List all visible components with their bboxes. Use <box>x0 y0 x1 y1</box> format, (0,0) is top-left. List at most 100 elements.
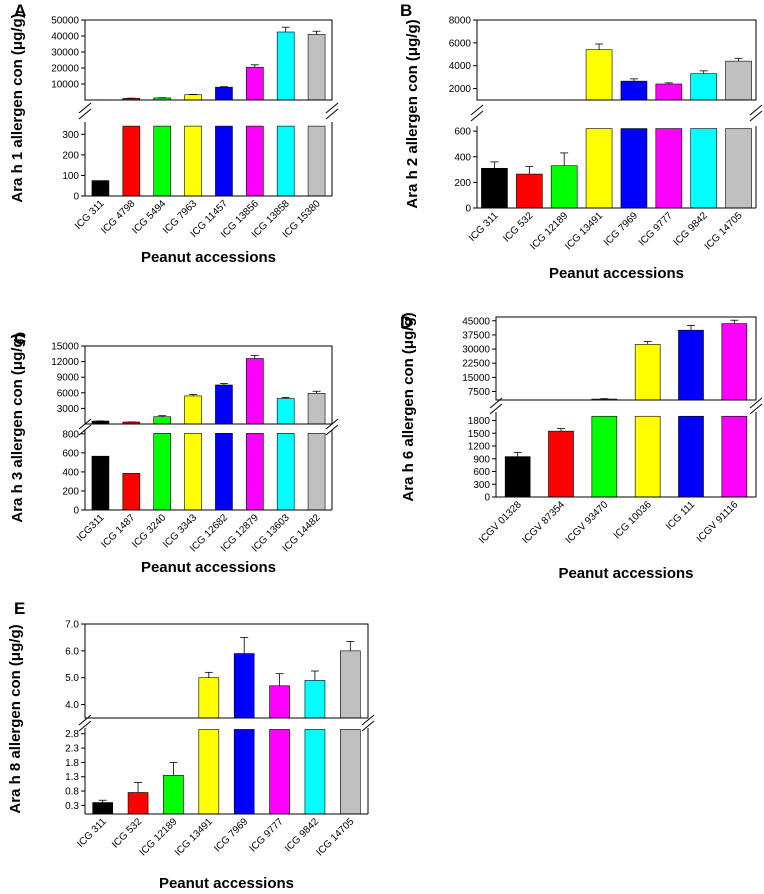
axis-break-mark <box>361 714 375 726</box>
y-tick-label: 300 <box>473 480 490 491</box>
x-tick-label: ICG 13491 <box>563 210 605 252</box>
y-tick-label: 2.3 <box>65 744 79 755</box>
bar-lower <box>634 415 661 498</box>
axis-break-mark <box>325 108 339 120</box>
bar-lower <box>678 415 704 498</box>
y-tick-label: 300 <box>62 130 79 141</box>
bar-upper <box>678 329 704 401</box>
y-tick-label: 1200 <box>468 442 491 453</box>
y-tick-label: 6000 <box>449 38 472 49</box>
y-tick-label: 200 <box>62 486 79 497</box>
x-tick-label: ICG 10036 <box>612 499 654 541</box>
bar-upper <box>304 680 326 719</box>
upper-axis-frame <box>84 345 333 425</box>
y-tick-label: 0.3 <box>65 801 79 812</box>
y-tick-label: 12000 <box>51 357 79 368</box>
bar-upper <box>634 344 661 401</box>
y-tick-label: 22500 <box>462 359 490 370</box>
x-tick-label: ICGV 01328 <box>477 499 524 546</box>
x-tick-label: ICG 111 <box>664 499 697 532</box>
y-tick-label: 7.0 <box>65 620 79 631</box>
y-tick-label: 9000 <box>57 373 80 384</box>
y-tick-label: 37500 <box>462 330 490 341</box>
y-axis-title: Ara h 3 allergen con (μg/g) <box>9 333 26 522</box>
axis-break-gap <box>73 426 344 428</box>
y-tick-label: 30000 <box>462 345 490 356</box>
y-tick-label: 600 <box>62 448 79 459</box>
axis-break-mark <box>325 418 339 430</box>
y-tick-label: 1.8 <box>65 758 79 769</box>
bar-upper <box>620 80 648 101</box>
axis-break-mark <box>78 714 92 726</box>
bar-lower <box>269 729 290 815</box>
y-tick-label: 200 <box>62 150 79 161</box>
bar-lower <box>122 473 141 511</box>
y-tick-label: 0.8 <box>65 787 79 798</box>
bar-lower <box>91 180 110 197</box>
bar-lower <box>548 430 574 498</box>
y-tick-label: 600 <box>473 467 490 478</box>
y-tick-label: 400 <box>454 152 471 163</box>
axis-break-mark <box>489 403 503 415</box>
axis-break-mark <box>749 110 763 122</box>
x-tick-label: ICG 9777 <box>637 210 675 248</box>
bar-lower <box>92 802 113 815</box>
y-axis-title: Ara h 8 allergen con (μg/g) <box>7 624 24 813</box>
bar-upper <box>340 650 361 719</box>
bar-lower <box>340 729 361 815</box>
y-tick-label: 1800 <box>468 416 491 427</box>
y-tick-label: 15000 <box>51 342 79 353</box>
upper-axis-frame <box>84 19 333 101</box>
axis-break-mark <box>78 108 92 120</box>
bar-lower <box>91 455 110 511</box>
bar-lower <box>620 128 648 209</box>
axis-break-mark <box>325 424 339 436</box>
axis-break-mark <box>749 403 763 415</box>
x-tick-label: ICG 311 <box>75 816 109 850</box>
bar-lower <box>307 433 326 511</box>
y-tick-label: 45000 <box>462 316 490 327</box>
bar-lower <box>184 125 202 197</box>
y-axis-title: Ara h 6 allergen con (μg/g) <box>400 312 417 501</box>
bar-upper <box>184 94 202 101</box>
bar-lower <box>304 729 326 815</box>
y-tick-label: 4.0 <box>65 700 79 711</box>
bar-lower <box>504 456 531 498</box>
bar-lower <box>153 433 171 511</box>
panel-label: A <box>14 1 26 20</box>
axis-break-mark <box>361 720 375 732</box>
bar-lower <box>585 128 613 209</box>
bar-upper <box>276 398 295 425</box>
upper-axis-frame <box>84 623 369 719</box>
bar-upper <box>233 653 255 719</box>
panel-label: B <box>400 1 412 20</box>
axis-break-gap <box>73 720 380 726</box>
panel-label: D <box>400 313 412 332</box>
panel-label: C <box>14 329 26 348</box>
y-tick-label: 5.0 <box>65 673 79 684</box>
bar-lower <box>163 774 184 815</box>
bar-lower <box>127 792 149 815</box>
y-tick-label: 400 <box>62 467 79 478</box>
y-tick-label: 0 <box>484 493 490 504</box>
axis-break-mark <box>325 102 339 114</box>
x-tick-label: ICG 532 <box>110 816 144 850</box>
x-axis-title: Peanut accessions <box>141 559 276 576</box>
bar-lower <box>184 433 202 511</box>
panel-label: E <box>14 599 25 618</box>
y-tick-label: 1.3 <box>65 772 79 783</box>
axis-break-mark <box>78 720 92 732</box>
bar-upper <box>215 384 233 425</box>
panel-b: B 0 200 400 600 2000 4000 6000 8000 ICG 311 ICG 53… <box>400 1 764 282</box>
bar-upper <box>307 34 326 101</box>
bar-lower <box>481 167 508 209</box>
bar-lower <box>122 125 141 197</box>
x-axis-title: Peanut accessions <box>141 249 276 266</box>
y-axis-title: Ara h 1 allergen con (μg/g) <box>9 13 26 202</box>
bar-upper <box>153 416 171 425</box>
x-tick-label: ICG 14705 <box>703 210 745 252</box>
axis-break-mark <box>489 397 503 409</box>
bar-lower <box>233 729 255 815</box>
upper-axis-frame <box>476 19 757 101</box>
y-tick-label: 0 <box>465 204 471 215</box>
